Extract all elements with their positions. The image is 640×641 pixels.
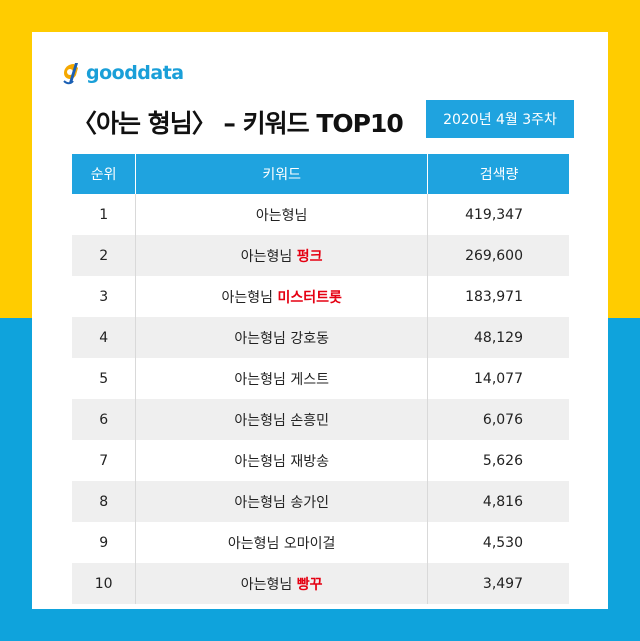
keyword-cell: 아는형님 펑크 <box>135 235 429 276</box>
keyword-text: 아는형님 게스트 <box>234 371 329 388</box>
volume-cell: 4,816 <box>427 481 569 522</box>
keyword-highlight: 미스터트롯 <box>277 289 342 306</box>
keyword-cell: 아는형님 빵꾸 <box>135 563 429 604</box>
rank-cell: 1 <box>99 206 109 223</box>
keyword-cell: 아는형님 오마이걸 <box>135 522 429 563</box>
volume-cell: 3,497 <box>427 563 569 604</box>
rank-cell: 5 <box>99 370 109 387</box>
header-volume: 검색량 <box>427 154 569 194</box>
keyword-text: 아는형님 송가인 <box>234 494 329 511</box>
brand-logo: gooddata <box>60 60 184 86</box>
keyword-cell: 아는형님 강호동 <box>135 317 429 358</box>
keyword-ranking-table: 순위 키워드 검색량 1 아는형님 419,347 2 아는형님 펑크 269,… <box>72 154 569 604</box>
volume-cell: 14,077 <box>474 370 523 387</box>
keyword-cell: 아는형님 게스트 <box>135 358 429 399</box>
keyword-cell: 아는형님 미스터트롯 <box>135 276 429 317</box>
keyword-cell: 아는형님 송가인 <box>135 481 429 522</box>
table-row: 10 아는형님 빵꾸 3,497 <box>72 563 569 604</box>
keyword-cell: 아는형님 <box>135 194 429 235</box>
rank-cell: 2 <box>72 235 136 276</box>
volume-cell: 183,971 <box>465 288 523 305</box>
volume-cell: 4,530 <box>482 534 523 551</box>
table-header-row: 순위 키워드 검색량 <box>72 154 569 194</box>
keyword-text: 아는형님 <box>240 248 297 265</box>
keyword-text: 아는형님 강호동 <box>234 330 329 347</box>
gooddata-logo-icon <box>63 63 78 85</box>
rank-cell: 4 <box>72 317 136 358</box>
rank-cell: 10 <box>72 563 136 604</box>
keyword-cell: 아는형님 재방송 <box>135 440 429 481</box>
keyword-text: 아는형님 <box>240 576 297 593</box>
content-card: gooddata 〈아는 형님〉 – 키워드 TOP10 2020년 4월 3주… <box>32 32 608 609</box>
header-keyword: 키워드 <box>135 154 429 194</box>
rank-cell: 3 <box>99 288 109 305</box>
week-badge: 2020년 4월 3주차 <box>426 100 574 138</box>
volume-cell: 269,600 <box>427 235 569 276</box>
table-row: 8 아는형님 송가인 4,816 <box>72 481 569 522</box>
keyword-cell: 아는형님 손흥민 <box>135 399 429 440</box>
keyword-text: 아는형님 <box>221 289 278 306</box>
table-row: 6 아는형님 손흥민 6,076 <box>72 399 569 440</box>
keyword-highlight: 펑크 <box>296 248 323 265</box>
table-row: 4 아는형님 강호동 48,129 <box>72 317 569 358</box>
rank-cell: 7 <box>99 452 109 469</box>
keyword-text: 아는형님 <box>255 207 308 224</box>
volume-cell: 48,129 <box>427 317 569 358</box>
table-row: 3 아는형님 미스터트롯 183,971 <box>72 276 569 317</box>
keyword-text: 아는형님 재방송 <box>234 453 329 470</box>
rank-cell: 8 <box>72 481 136 522</box>
volume-cell: 5,626 <box>482 452 523 469</box>
table-row: 1 아는형님 419,347 <box>72 194 569 235</box>
volume-cell: 419,347 <box>465 206 523 223</box>
keyword-text: 아는형님 손흥민 <box>234 412 329 429</box>
brand-name: gooddata <box>86 62 184 84</box>
table-row: 7 아는형님 재방송 5,626 <box>72 440 569 481</box>
rank-cell: 6 <box>72 399 136 440</box>
table-row: 5 아는형님 게스트 14,077 <box>72 358 569 399</box>
keyword-highlight: 빵꾸 <box>296 576 323 593</box>
header-rank: 순위 <box>72 154 136 194</box>
rank-cell: 9 <box>99 534 109 551</box>
volume-cell: 6,076 <box>427 399 569 440</box>
table-row: 9 아는형님 오마이걸 4,530 <box>72 522 569 563</box>
table-row: 2 아는형님 펑크 269,600 <box>72 235 569 276</box>
keyword-text: 아는형님 오마이걸 <box>227 535 336 552</box>
page-title: 〈아는 형님〉 – 키워드 TOP10 <box>72 109 404 138</box>
